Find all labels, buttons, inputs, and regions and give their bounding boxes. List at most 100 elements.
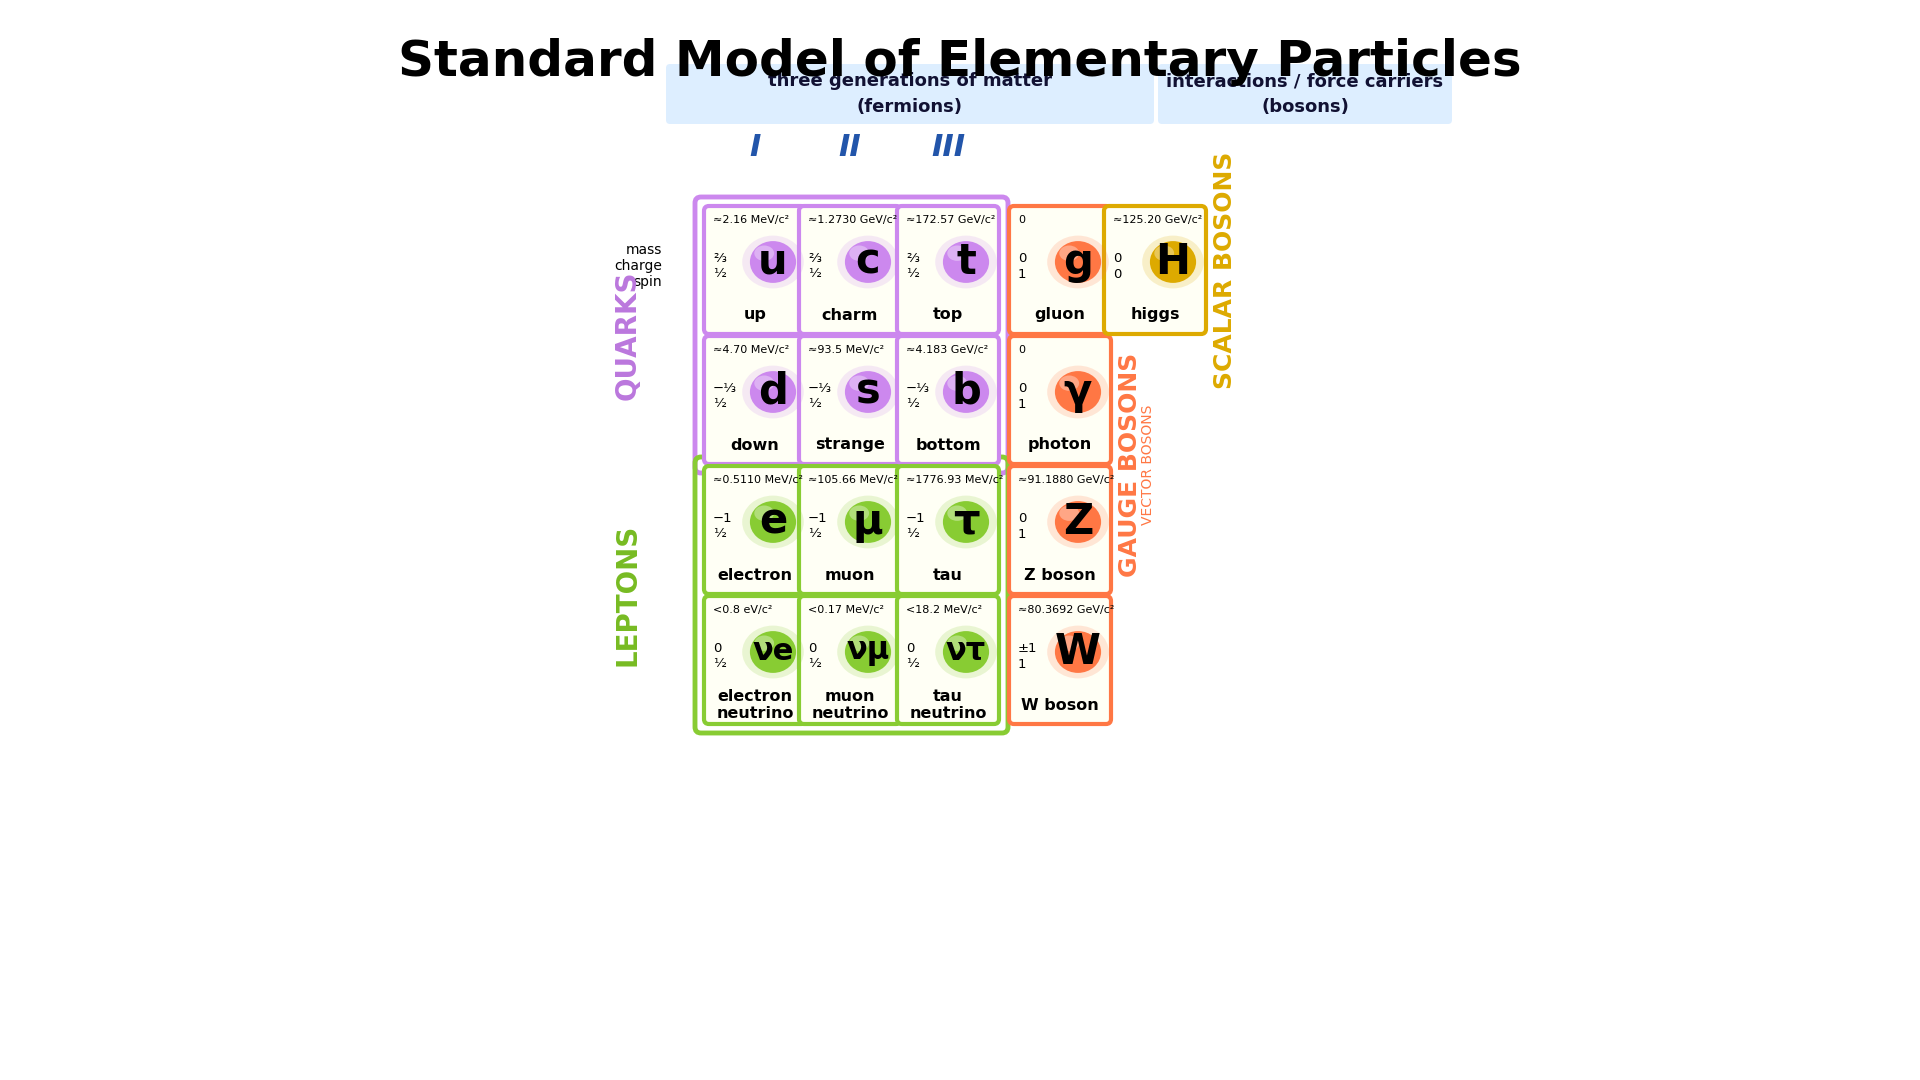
Text: ≈4.70 MeV/c²: ≈4.70 MeV/c²: [712, 345, 789, 355]
Ellipse shape: [1060, 505, 1079, 521]
Text: ≈91.1880 GeV/c²: ≈91.1880 GeV/c²: [1018, 475, 1114, 485]
Ellipse shape: [743, 496, 804, 549]
Text: −1: −1: [906, 512, 925, 525]
Text: ≈1776.93 MeV/c²: ≈1776.93 MeV/c²: [906, 475, 1004, 485]
Text: −1: −1: [712, 512, 733, 525]
Ellipse shape: [1142, 235, 1204, 288]
Text: 0: 0: [1018, 512, 1027, 525]
Text: muon
neutrino: muon neutrino: [812, 689, 889, 721]
Text: −⅓: −⅓: [808, 381, 831, 394]
Text: ⅔: ⅔: [712, 252, 726, 265]
Text: 0: 0: [906, 642, 914, 654]
Text: LEPTONS: LEPTONS: [614, 524, 641, 666]
Ellipse shape: [743, 625, 804, 678]
Text: 0: 0: [1114, 252, 1121, 265]
Text: 0: 0: [1018, 252, 1027, 265]
Text: ±1: ±1: [1018, 642, 1037, 654]
Ellipse shape: [1150, 241, 1196, 283]
Text: ≈105.66 MeV/c²: ≈105.66 MeV/c²: [808, 475, 899, 485]
Text: ≈2.16 MeV/c²: ≈2.16 MeV/c²: [712, 215, 789, 225]
Ellipse shape: [845, 631, 891, 673]
Ellipse shape: [755, 505, 774, 521]
Text: tau
neutrino: tau neutrino: [910, 689, 987, 721]
Text: 1: 1: [1018, 658, 1027, 671]
Ellipse shape: [935, 496, 996, 549]
FancyBboxPatch shape: [897, 206, 998, 334]
Text: charm: charm: [822, 308, 877, 323]
Text: ντ: ντ: [947, 637, 987, 666]
Text: b: b: [950, 372, 981, 413]
Text: electron
neutrino: electron neutrino: [716, 689, 793, 721]
Text: 0: 0: [808, 642, 816, 654]
Ellipse shape: [935, 625, 996, 678]
FancyBboxPatch shape: [799, 206, 900, 334]
FancyBboxPatch shape: [897, 336, 998, 464]
Ellipse shape: [751, 631, 797, 673]
Text: bottom: bottom: [916, 437, 981, 453]
Text: ≈125.20 GeV/c²: ≈125.20 GeV/c²: [1114, 215, 1202, 225]
Ellipse shape: [947, 376, 968, 391]
FancyBboxPatch shape: [1010, 336, 1112, 464]
Ellipse shape: [837, 235, 899, 288]
Text: 1: 1: [1018, 268, 1027, 281]
Ellipse shape: [751, 372, 797, 413]
Text: ½: ½: [808, 658, 822, 671]
Ellipse shape: [837, 625, 899, 678]
Text: Z: Z: [1064, 501, 1092, 543]
Text: 0: 0: [1018, 345, 1025, 355]
FancyBboxPatch shape: [1010, 465, 1112, 594]
Text: ½: ½: [712, 527, 726, 540]
Ellipse shape: [849, 245, 870, 261]
Ellipse shape: [1060, 245, 1079, 261]
Ellipse shape: [943, 372, 989, 413]
Text: photon: photon: [1027, 437, 1092, 453]
Text: 0: 0: [712, 642, 722, 654]
Text: 1: 1: [1018, 397, 1027, 410]
Ellipse shape: [943, 241, 989, 283]
Text: 0: 0: [1114, 268, 1121, 281]
Ellipse shape: [845, 501, 891, 543]
Text: GAUGE BOSONS: GAUGE BOSONS: [1117, 353, 1142, 577]
Text: W: W: [1056, 631, 1100, 673]
Ellipse shape: [845, 372, 891, 413]
Text: <18.2 MeV/c²: <18.2 MeV/c²: [906, 605, 983, 615]
Text: ½: ½: [906, 658, 920, 671]
Ellipse shape: [751, 241, 797, 283]
Text: τ: τ: [952, 501, 979, 543]
Text: <0.17 MeV/c²: <0.17 MeV/c²: [808, 605, 883, 615]
FancyBboxPatch shape: [799, 336, 900, 464]
Text: up: up: [743, 308, 766, 323]
Ellipse shape: [1046, 625, 1110, 678]
Ellipse shape: [743, 366, 804, 418]
FancyBboxPatch shape: [1104, 206, 1206, 334]
Text: charge: charge: [614, 259, 662, 273]
Ellipse shape: [755, 245, 774, 261]
Text: QUARKS: QUARKS: [614, 270, 641, 400]
Ellipse shape: [751, 501, 797, 543]
Text: interactions / force carriers
(bosons): interactions / force carriers (bosons): [1167, 72, 1444, 116]
Text: ≈4.183 GeV/c²: ≈4.183 GeV/c²: [906, 345, 989, 355]
Ellipse shape: [1060, 376, 1079, 391]
Text: γ: γ: [1064, 372, 1092, 413]
FancyBboxPatch shape: [705, 336, 806, 464]
Text: higgs: higgs: [1131, 308, 1179, 323]
Text: tau: tau: [933, 567, 964, 582]
FancyBboxPatch shape: [705, 596, 806, 724]
Ellipse shape: [755, 635, 774, 651]
Text: ≈1.2730 GeV/c²: ≈1.2730 GeV/c²: [808, 215, 897, 225]
Text: ½: ½: [906, 527, 920, 540]
Text: gluon: gluon: [1035, 308, 1085, 323]
Ellipse shape: [837, 366, 899, 418]
Text: ½: ½: [712, 658, 726, 671]
Text: −⅓: −⅓: [906, 381, 929, 394]
Text: H: H: [1156, 241, 1190, 283]
Text: ½: ½: [808, 527, 822, 540]
Ellipse shape: [1046, 496, 1110, 549]
Text: down: down: [732, 437, 780, 453]
Ellipse shape: [1154, 245, 1175, 261]
FancyBboxPatch shape: [799, 465, 900, 594]
Ellipse shape: [935, 366, 996, 418]
Ellipse shape: [849, 376, 870, 391]
Ellipse shape: [755, 376, 774, 391]
Ellipse shape: [1046, 235, 1110, 288]
